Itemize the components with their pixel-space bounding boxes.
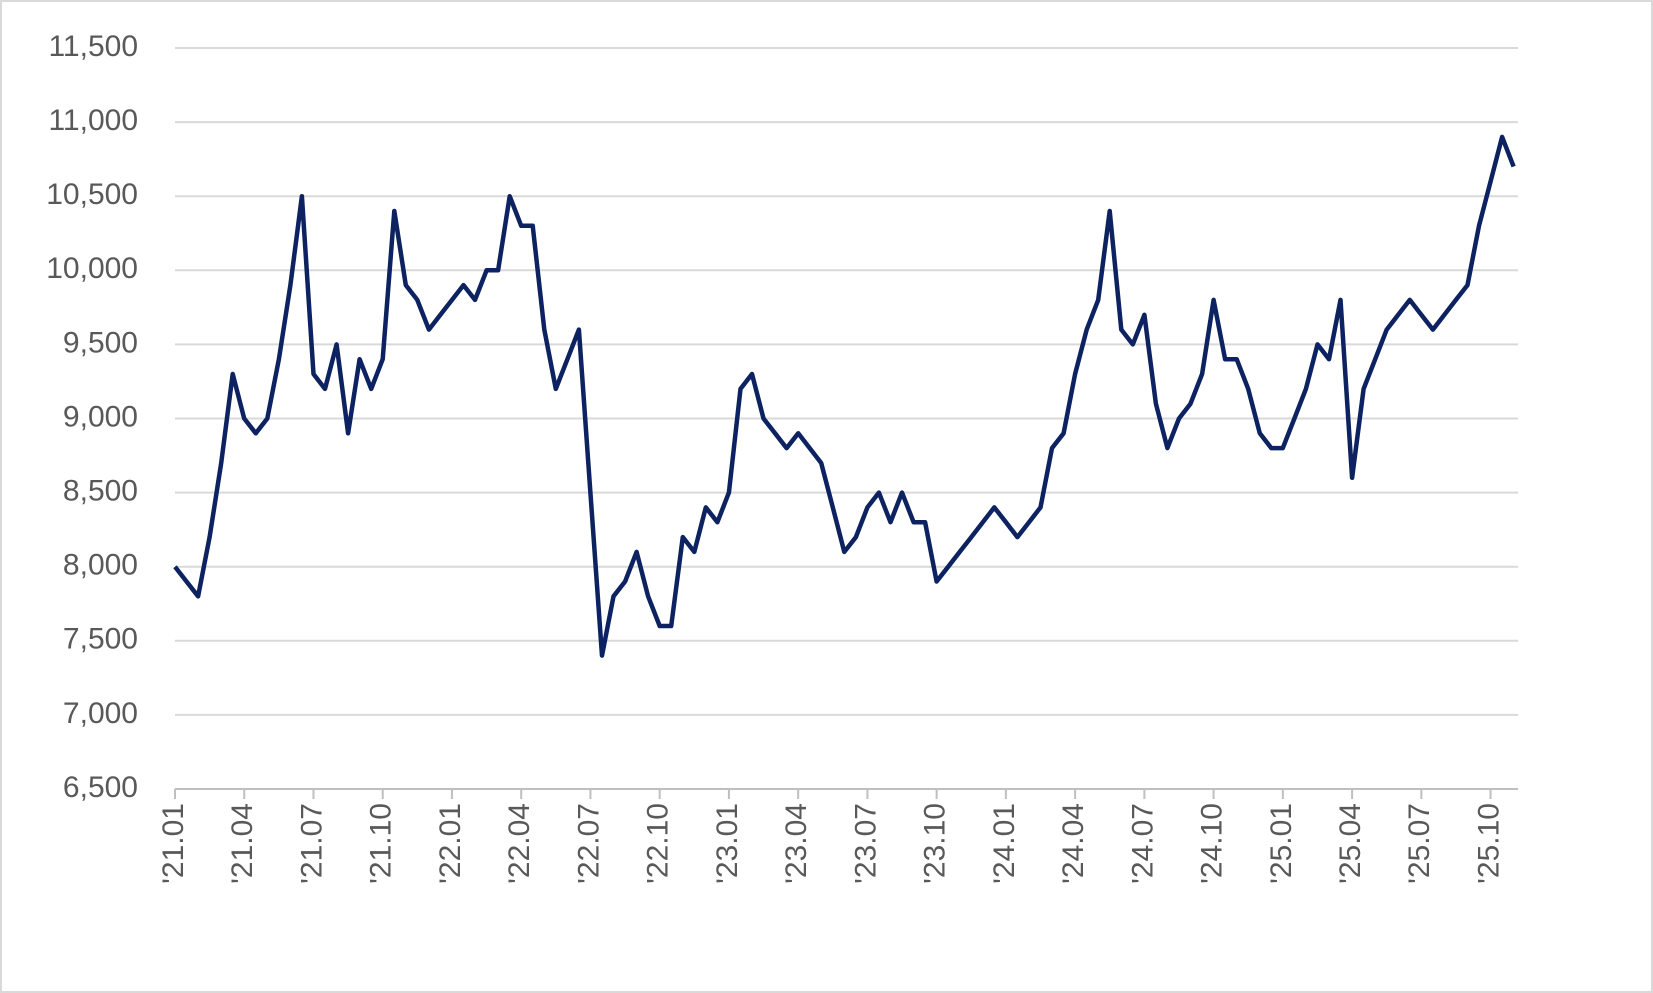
- x-tick-label: '21.07: [295, 803, 328, 884]
- x-tick-label: '25.07: [1403, 803, 1436, 884]
- y-tick-label: 8,500: [63, 475, 138, 508]
- y-tick-label: 7,000: [63, 697, 138, 730]
- y-tick-label: 8,000: [63, 549, 138, 582]
- y-tick-label: 10,000: [46, 252, 138, 285]
- x-tick-label: '22.10: [642, 803, 675, 884]
- x-tick-label: '21.01: [157, 803, 190, 884]
- y-tick-label: 11,500: [48, 30, 138, 63]
- x-tick-label: '24.04: [1057, 803, 1090, 884]
- y-tick-label: 6,500: [63, 771, 138, 804]
- y-tick-label: 10,500: [46, 178, 138, 211]
- x-tick-label: '23.04: [780, 803, 813, 884]
- x-tick-label: '24.07: [1126, 803, 1159, 884]
- x-tick-label: '25.01: [1265, 803, 1298, 884]
- y-tick-label: 9,500: [63, 326, 138, 359]
- x-tick-label: '24.10: [1196, 803, 1229, 884]
- x-tick-label: '23.01: [711, 803, 744, 884]
- x-tick-label: '22.07: [572, 803, 605, 884]
- x-tick-label: '21.04: [226, 803, 259, 884]
- x-tick-label: '23.07: [849, 803, 882, 884]
- x-tick-label: '23.10: [919, 803, 952, 884]
- x-tick-label: '24.01: [988, 803, 1021, 884]
- x-tick-label: '25.04: [1334, 803, 1367, 884]
- y-tick-label: 9,000: [63, 400, 138, 433]
- x-tick-label: '21.10: [365, 803, 398, 884]
- x-tick-label: '25.10: [1472, 803, 1505, 884]
- x-tick-label: '22.01: [434, 803, 467, 884]
- y-tick-label: 7,500: [63, 623, 138, 656]
- line: [173, 134, 1516, 658]
- y-tick-label: 11,000: [48, 104, 138, 137]
- x-tick-label: '22.04: [503, 803, 536, 884]
